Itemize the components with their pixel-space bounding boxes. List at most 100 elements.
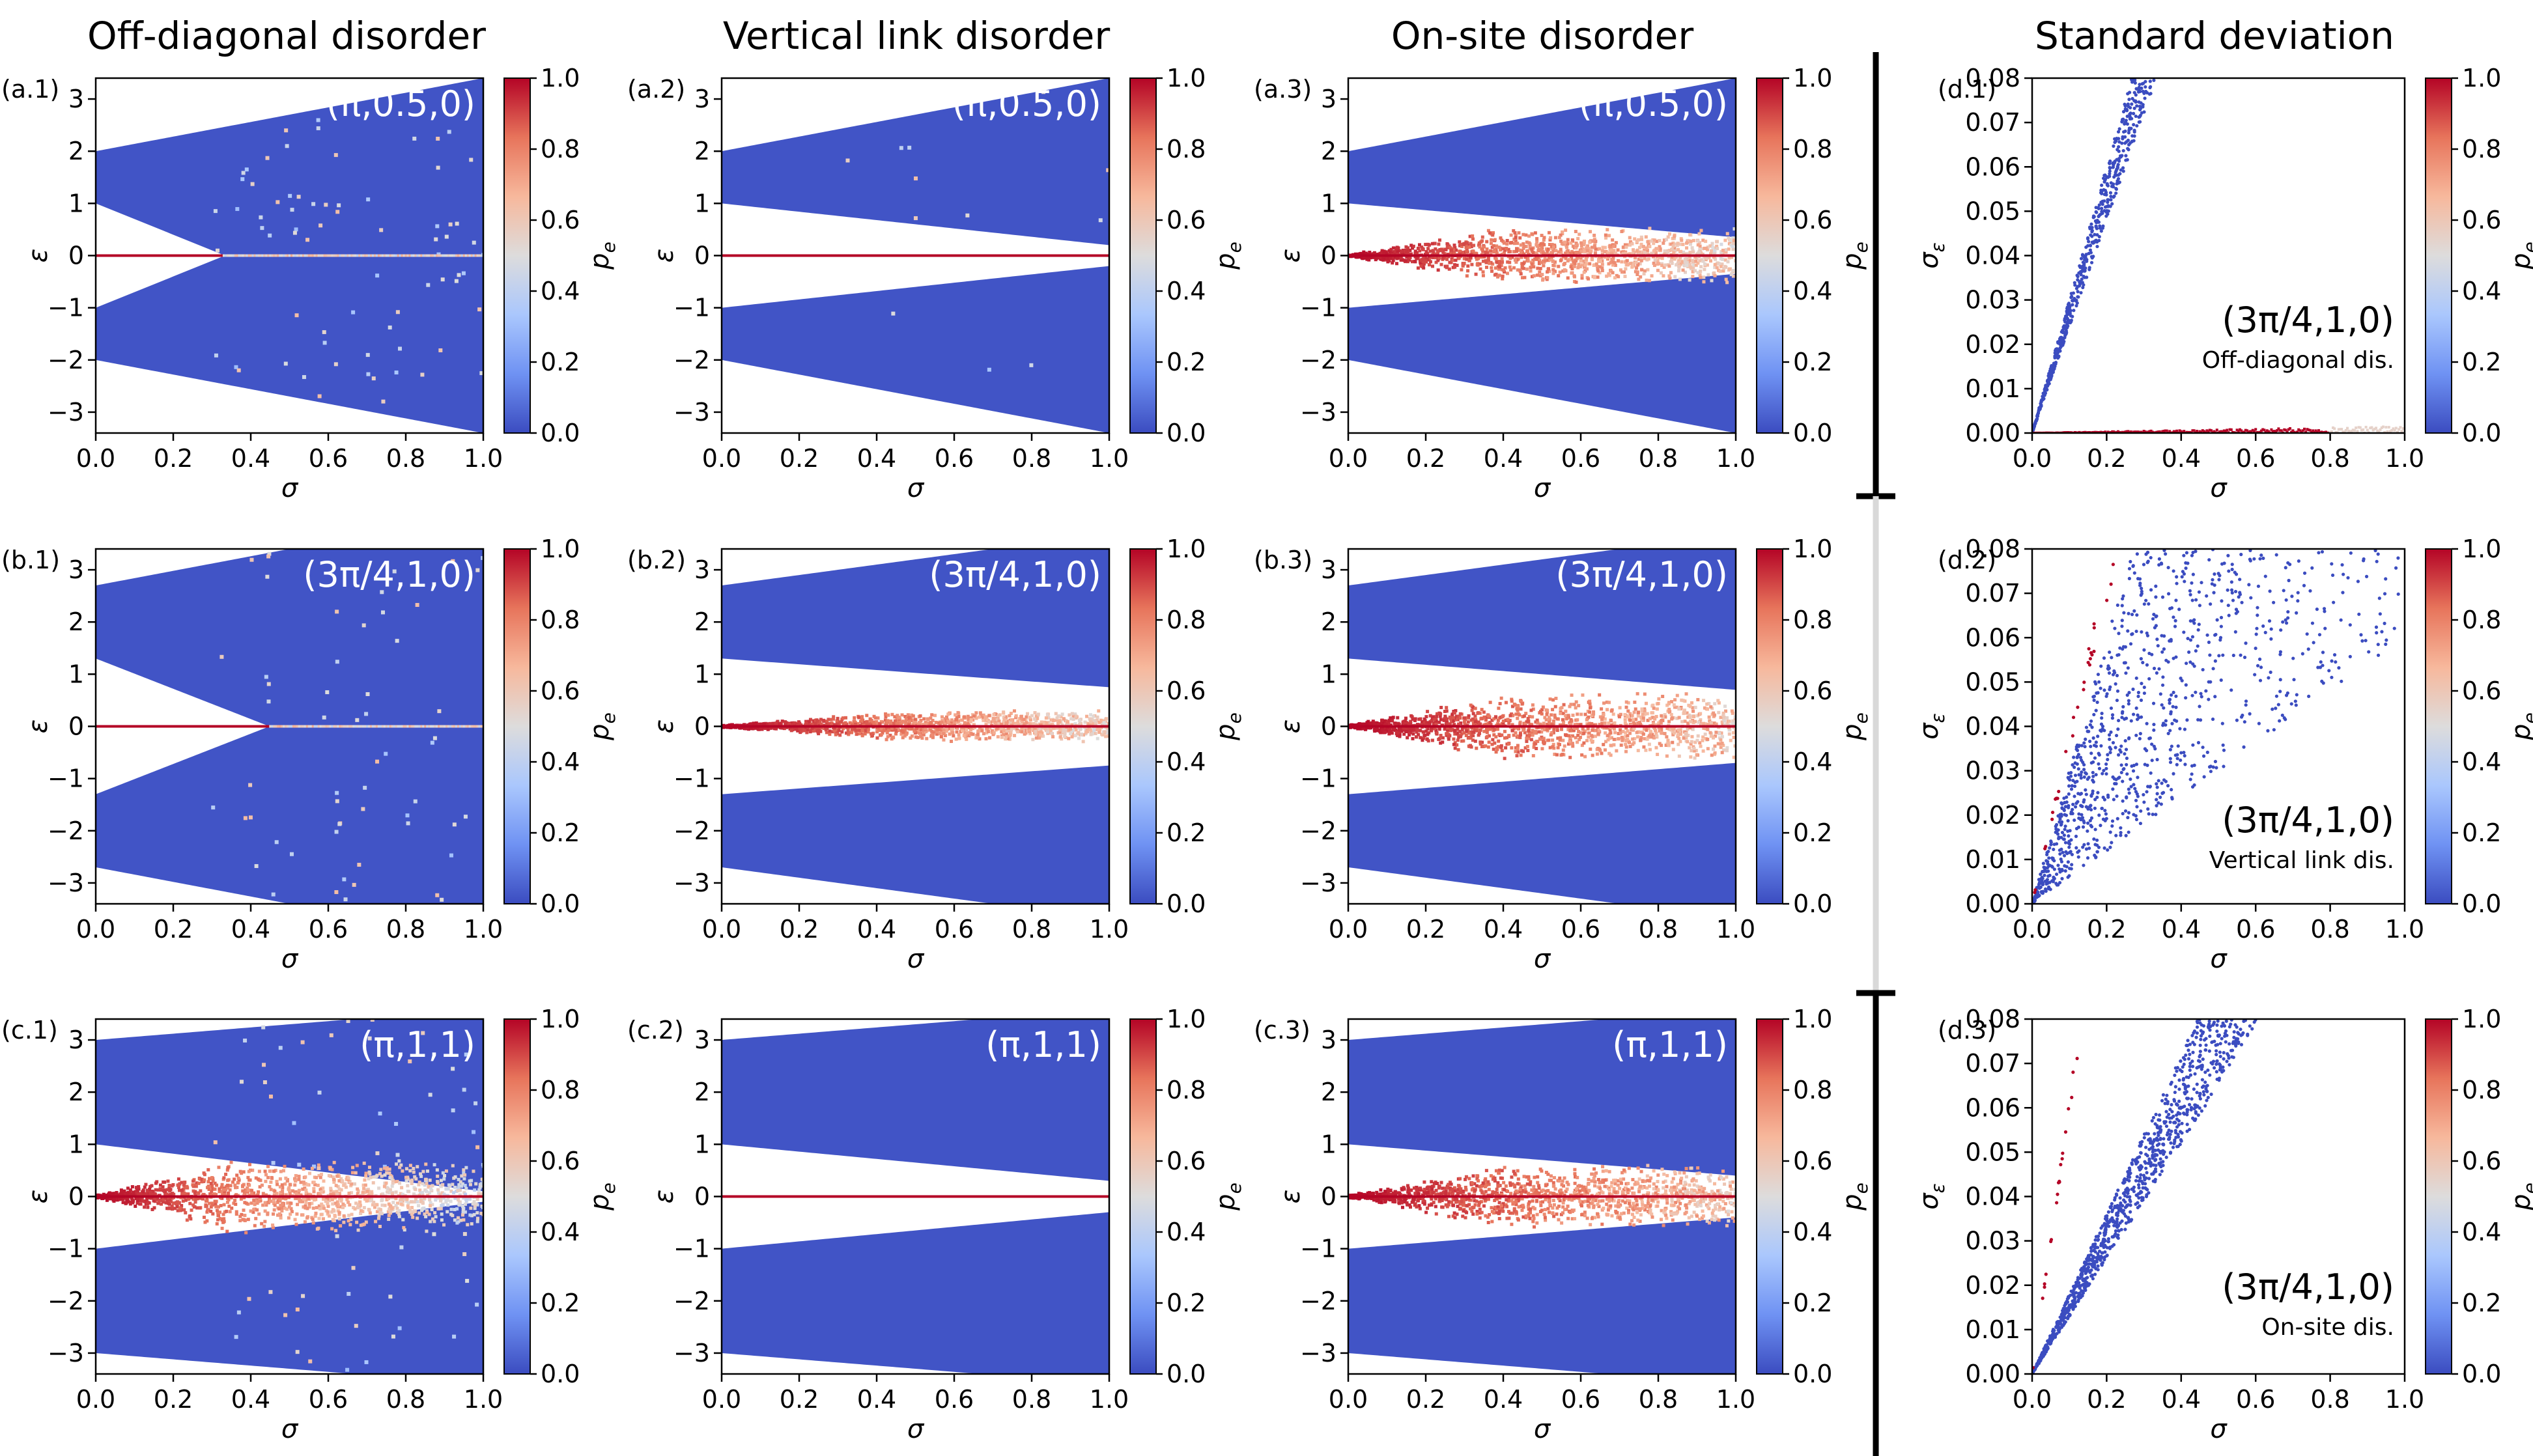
cloud-cell (748, 722, 752, 726)
zero-mode-cell (290, 725, 293, 728)
cloud-cell (946, 720, 950, 723)
cloud-cell (1088, 728, 1092, 732)
zero-mode-cell (812, 725, 814, 728)
cloud-cell (845, 731, 849, 735)
cloud-cell (1399, 255, 1403, 259)
zero-mode-cell (1376, 254, 1379, 257)
zero-mode-cell (1056, 254, 1058, 257)
cloud-cell (1062, 717, 1066, 721)
x-tick-label: 0.4 (231, 915, 270, 944)
cloud-cell (1707, 256, 1711, 260)
cloud-cell (918, 731, 922, 735)
zero-mode-cell (112, 254, 115, 257)
cloud-cell (1011, 726, 1015, 730)
zero-mode-cell (814, 725, 816, 728)
cloud-cell (1632, 248, 1635, 252)
cloud-cell (1559, 250, 1563, 254)
zero-mode-cell (464, 254, 468, 257)
scatter-cell (437, 709, 442, 714)
cloud-cell (1645, 278, 1649, 282)
cloud-cell (1635, 249, 1639, 253)
cloud-cell (1694, 259, 1698, 263)
cloud-cell (1553, 236, 1557, 240)
cloud-cell (847, 731, 851, 735)
sd-point (2112, 195, 2116, 199)
sd-point (2124, 119, 2128, 122)
scatter-cell (899, 146, 903, 150)
zero-mode-cell (406, 725, 409, 728)
zero-mode-cell (815, 725, 818, 728)
colorbar-tick-label: 0.6 (541, 206, 580, 234)
sd-point (2138, 113, 2142, 118)
zero-mode-cell (468, 254, 472, 257)
zero-mode-cell (1719, 254, 1722, 257)
zero-mode-cell (808, 254, 810, 257)
cloud-cell (1034, 732, 1038, 736)
cloud-cell (1579, 259, 1583, 263)
zero-mode-cell (298, 725, 301, 728)
cloud-cell (806, 727, 810, 731)
cloud-cell (1421, 247, 1425, 251)
zero-mode-cell (379, 254, 382, 257)
zero-mode-cell (825, 254, 828, 257)
cloud-cell (892, 721, 896, 725)
cloud-cell (1589, 249, 1593, 253)
zero-mode-cell (1028, 254, 1032, 257)
zero-mode-cell (474, 254, 477, 257)
zero-mode-cell (261, 254, 264, 257)
zero-mode-cell (782, 254, 785, 257)
cloud-cell (1097, 709, 1101, 713)
y-tick-label: 0 (68, 242, 84, 270)
zero-mode-cell (106, 725, 109, 728)
zero-mode-cell (1003, 254, 1006, 257)
cloud-cell (1603, 249, 1607, 253)
y-tick-label: −1 (1300, 294, 1337, 322)
cloud-cell (1540, 273, 1544, 277)
zero-mode-cell (1727, 254, 1730, 257)
cloud-cell (1502, 268, 1506, 272)
zero-mode-cell (478, 725, 481, 728)
cloud-cell (913, 731, 917, 735)
cloud-cell (1582, 265, 1586, 269)
sd-point (2135, 430, 2138, 433)
cloud-cell (1665, 238, 1669, 242)
zero-mode-cell (929, 254, 933, 257)
cloud-cell (1719, 264, 1723, 268)
zero-mode-cell (860, 254, 863, 257)
zero-mode-cell (1052, 254, 1054, 257)
scatter-cell (322, 715, 326, 720)
zero-mode-cell (391, 254, 394, 257)
cloud-cell (1048, 722, 1052, 726)
cloud-cell (980, 729, 984, 733)
sd-point (2133, 78, 2137, 82)
cloud-cell (1677, 266, 1681, 270)
cloud-cell (1585, 246, 1589, 250)
cloud-cell (904, 723, 908, 727)
zero-mode-cell (920, 725, 923, 728)
zero-mode-cell (1655, 254, 1658, 257)
cloud-cell (938, 728, 942, 732)
cloud-cell (1005, 729, 1009, 733)
cloud-cell (991, 720, 995, 723)
cloud-cell (1008, 720, 1012, 724)
zero-mode-cell (724, 725, 727, 728)
zero-mode-cell (750, 725, 752, 728)
cloud-cell (1667, 232, 1671, 236)
zero-mode-cell (201, 254, 204, 257)
zero-mode-cell (951, 254, 954, 257)
zero-mode-cell (763, 725, 766, 728)
zero-mode-cell (1682, 254, 1685, 257)
zero-mode-cell (246, 725, 249, 728)
cloud-cell (879, 728, 883, 732)
cloud-cell (883, 718, 887, 722)
x-tick-label: 0.6 (1561, 444, 1600, 473)
sd-point (2117, 430, 2119, 433)
cloud-cell (1704, 246, 1708, 250)
zero-mode-cell (436, 725, 438, 728)
cloud-cell (1616, 259, 1620, 262)
zero-mode-cell (887, 254, 890, 257)
sd-point (2239, 428, 2241, 431)
cloud-cell (1569, 241, 1573, 245)
cloud-cell (1520, 249, 1524, 253)
zero-mode-cell (970, 254, 973, 257)
